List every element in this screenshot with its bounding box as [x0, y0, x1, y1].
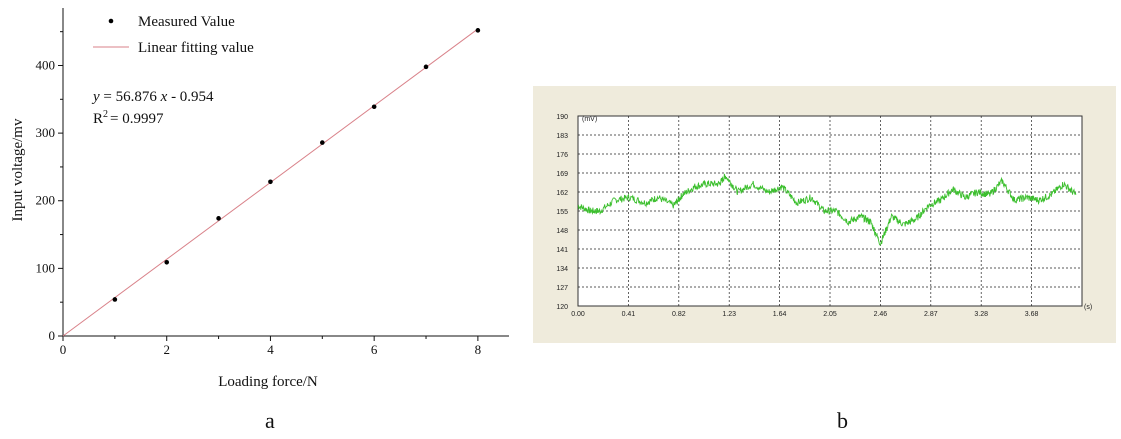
x-tick-label: 0.82: [672, 311, 686, 318]
data-point: [216, 216, 221, 221]
y-tick-label: 155: [556, 209, 568, 216]
data-point: [423, 64, 429, 70]
y-tick-label: 120: [556, 304, 568, 311]
chart-b-series: [577, 173, 1077, 246]
x-tick-label: 0.00: [571, 311, 585, 318]
chart-a-series: [62, 28, 481, 337]
chart-b-y-unit: (mV): [582, 116, 597, 123]
data-point: [371, 104, 377, 110]
y-tick-label: 190: [556, 114, 568, 121]
chart-a-xlabel: Loading force/N: [218, 374, 318, 390]
x-tick-label: 8: [475, 342, 482, 357]
data-point: [475, 28, 481, 33]
x-tick-label: 0.41: [622, 311, 636, 318]
y-tick-label: 183: [556, 133, 568, 140]
legend-label-fit: Linear fitting value: [138, 40, 254, 56]
x-tick-label: 2.46: [874, 311, 888, 318]
y-tick-label: 400: [36, 57, 56, 72]
x-tick-label: 4: [267, 342, 274, 357]
x-tick-label: 1.23: [722, 311, 736, 318]
y-tick-label: 169: [556, 171, 568, 178]
x-tick-label: 2.87: [924, 311, 938, 318]
legend-label-measured: Measured Value: [138, 14, 235, 30]
data-point: [320, 140, 325, 145]
data-point: [268, 179, 273, 185]
y-tick-label: 100: [36, 260, 56, 275]
x-tick-label: 6: [371, 342, 378, 357]
chart-a-ylabel: Input voltage/mv: [10, 118, 26, 221]
chart-b-grid: [578, 116, 1082, 306]
y-tick-label: 134: [556, 266, 568, 273]
x-tick-label: 3.28: [974, 311, 988, 318]
x-tick-label: 0: [60, 342, 67, 357]
data-point: [112, 297, 118, 302]
y-tick-label: 141: [556, 247, 568, 254]
data-point: [164, 259, 170, 265]
chart-a: 0 2 4 6 8 0 100 200 300 400 Loading force/N Input…: [10, 8, 509, 390]
x-tick-label: 2: [163, 342, 170, 357]
chart-a-axes: [62, 8, 509, 337]
y-tick-label: 200: [36, 193, 56, 208]
fit-r-squared: R2 = 0.9997: [93, 109, 164, 127]
y-tick-label: 176: [556, 152, 568, 159]
y-tick-label: 300: [36, 125, 56, 140]
panel-label-a: a: [265, 408, 275, 433]
x-tick-label: 1.64: [773, 311, 787, 318]
y-tick-label: 0: [49, 328, 56, 343]
chart-a-legend: Measured Value Linear fitting value: [93, 14, 254, 56]
chart-a-ticks: 0 2 4 6 8 0 100 200 300 400: [36, 31, 482, 357]
y-tick-label: 162: [556, 190, 568, 197]
panel-label-b: b: [837, 408, 848, 433]
x-tick-label: 2.05: [823, 311, 837, 318]
legend-point-marker: [108, 18, 114, 24]
signal-line: [577, 173, 1077, 246]
x-tick-label: 3.68: [1025, 311, 1039, 318]
fit-equation: y = 56.876 x - 0.954: [91, 89, 214, 105]
y-tick-label: 127: [556, 285, 568, 292]
y-tick-label: 148: [556, 228, 568, 235]
chart-b-x-unit: (s): [1084, 304, 1092, 311]
